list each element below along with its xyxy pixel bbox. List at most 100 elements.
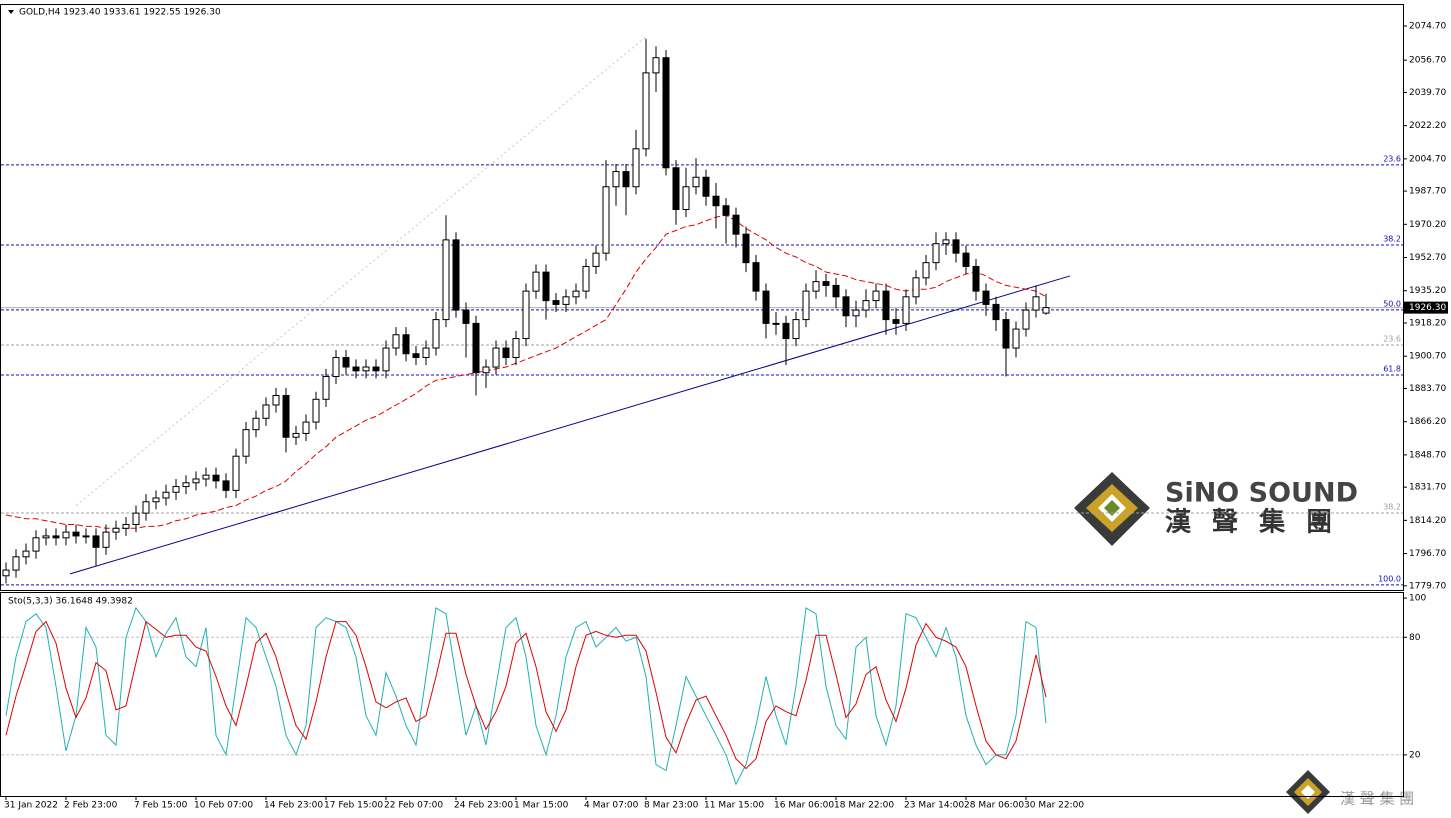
x-tick-label: 14 Feb 23:00: [264, 801, 323, 811]
candle-body: [792, 319, 800, 340]
x-tick-label: 30 Mar 22:00: [1024, 801, 1084, 811]
x-tick-label: 18 Mar 22:00: [834, 801, 894, 811]
logo-diamond-center: [1104, 500, 1120, 516]
fib-level-label: 38.2: [1383, 235, 1401, 244]
x-tick-label: 1 Mar 15:00: [514, 801, 569, 811]
candle-body: [152, 497, 160, 503]
footer-logo: 漢 聲 集 團: [1286, 770, 1414, 814]
candle-body: [822, 281, 830, 286]
y-tick-label: 1796.70: [1409, 549, 1446, 559]
candle-body: [492, 347, 500, 368]
candle-body: [272, 394, 280, 406]
logo-chinese: 漢 聲 集 團: [1165, 507, 1338, 538]
candle-body: [452, 239, 460, 311]
candle-body: [522, 290, 530, 340]
moving-average: [5, 214, 1047, 529]
candle-body: [22, 550, 30, 558]
candle-body: [1032, 296, 1040, 311]
stoch-panel: [0, 592, 1404, 797]
x-tick-label: 24 Feb 23:00: [454, 801, 513, 811]
candle-body: [532, 271, 540, 292]
footer-watermark: 漢 聲 集 團: [1340, 790, 1414, 808]
candle-body: [422, 347, 430, 359]
x-tick-label: 7 Feb 15:00: [134, 801, 188, 811]
x-tick-label: 31 Jan 2022: [4, 801, 58, 811]
x-tick-label: 8 Mar 23:00: [644, 801, 699, 811]
candle-body: [102, 531, 110, 548]
fib-level-label: 61.8: [1383, 364, 1401, 373]
y-tick-label: 1918.20: [1409, 318, 1446, 328]
y-tick-label: 1952.70: [1409, 253, 1446, 263]
fib-level-label: 23.6: [1383, 335, 1401, 344]
y-tick-label: 2056.70: [1409, 56, 1446, 66]
x-tick-label: 28 Mar 06:00: [964, 801, 1024, 811]
candle-body: [122, 524, 130, 529]
candle-body: [762, 290, 770, 324]
candle-body: [962, 252, 970, 267]
candle-body: [742, 233, 750, 264]
candle-body: [552, 300, 560, 305]
candle-body: [402, 334, 410, 355]
logo-name: SiNO SOUND: [1165, 478, 1358, 509]
candle-body: [12, 556, 20, 571]
candle-body: [812, 281, 820, 292]
stoch-title: Sto(5,3,3) 36.1648 49.3982: [8, 597, 133, 607]
candle-body: [332, 357, 340, 378]
candle-body: [642, 72, 650, 150]
candle-body: [352, 366, 360, 372]
candle-body: [872, 290, 880, 302]
candle-body: [712, 195, 720, 207]
candle-body: [262, 404, 270, 419]
trendline: [69, 275, 1071, 575]
candle-body: [32, 537, 40, 552]
candle-body: [912, 277, 920, 298]
candle-body: [302, 421, 310, 434]
candle-body: [212, 474, 220, 482]
candle-body: [692, 176, 700, 188]
candle-body: [442, 239, 450, 321]
candle-body: [732, 214, 740, 235]
candle-body: [882, 290, 890, 321]
candle-body: [632, 148, 640, 188]
candle-body: [222, 480, 230, 491]
y-tick-label: 100: [1409, 594, 1426, 604]
candle-body: [2, 569, 10, 577]
candle-body: [662, 57, 670, 169]
candle-body: [922, 262, 930, 279]
candle-body: [612, 171, 620, 188]
candle-body: [672, 167, 680, 211]
x-tick-label: 22 Feb 07:00: [384, 801, 443, 811]
y-tick-label: 20: [1409, 750, 1421, 760]
y-tick-label: 1814.20: [1409, 516, 1446, 526]
candle-body: [782, 322, 790, 340]
menu-arrow[interactable]: [8, 10, 14, 14]
price-title: GOLD,H4 1923.40 1933.61 1922.55 1926.30: [19, 8, 221, 18]
candle-body: [592, 252, 600, 267]
candle-body: [242, 429, 250, 457]
candle-body: [722, 205, 730, 216]
candle-body: [512, 338, 520, 359]
candle-body: [602, 186, 610, 254]
candle-body: [1012, 328, 1020, 349]
x-tick-label: 16 Mar 06:00: [774, 801, 834, 811]
candle-body: [322, 376, 330, 400]
candle-body: [192, 478, 200, 484]
candle-body: [502, 347, 510, 359]
last-price-box: [1404, 301, 1448, 314]
candle-body: [412, 353, 420, 359]
y-tick-label: 2039.70: [1409, 88, 1446, 98]
x-tick-label: 23 Mar 14:00: [904, 801, 964, 811]
candle-body: [482, 366, 490, 374]
candle-body: [852, 309, 860, 317]
price-panel: [0, 4, 1404, 591]
candle-body: [382, 347, 390, 372]
candle-body: [772, 322, 780, 325]
candle-body: [392, 334, 400, 349]
candle-body: [582, 265, 590, 292]
candle-body: [972, 265, 980, 292]
y-tick-label: 1970.20: [1409, 220, 1446, 230]
fib-level-label: 100.0: [1378, 574, 1401, 583]
candle-body: [232, 455, 240, 491]
x-tick-label: 17 Feb 15:00: [324, 801, 383, 811]
x-tick-label: 11 Mar 15:00: [704, 801, 764, 811]
